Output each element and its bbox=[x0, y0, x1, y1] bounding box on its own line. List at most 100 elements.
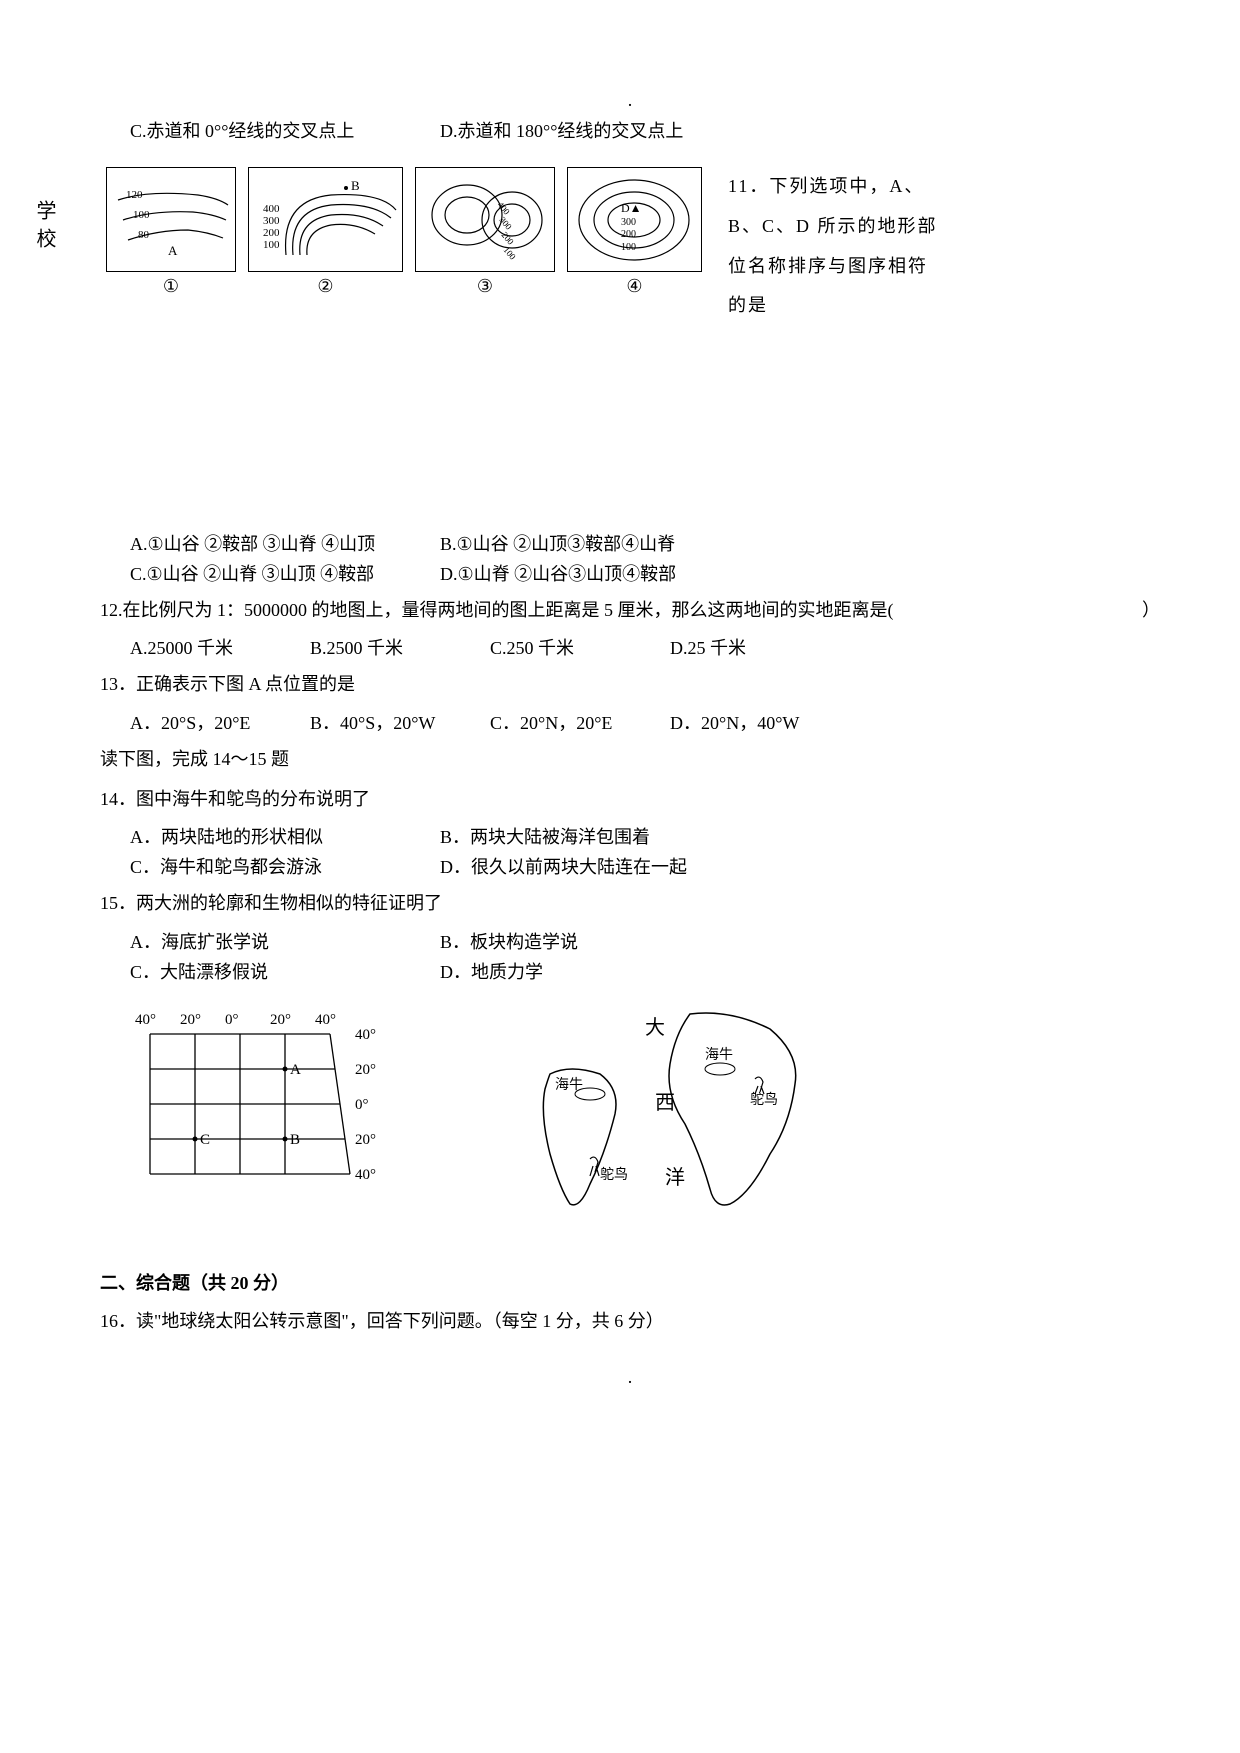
grid-svg: 40° 20° 0° 20° 40° 40° 20° bbox=[130, 1004, 390, 1204]
svg-text:300: 300 bbox=[621, 217, 636, 228]
svg-text:西: 西 bbox=[655, 1092, 675, 1114]
svg-text:B: B bbox=[290, 1132, 300, 1148]
svg-text:100: 100 bbox=[133, 209, 150, 221]
q10-options-cd: C.赤道和 0°°经线的交叉点上 D.赤道和 180°°经线的交叉点上 bbox=[100, 115, 1160, 147]
diagram-1: 120 100 80 A bbox=[106, 167, 236, 272]
diagram-3-label: ③ bbox=[409, 276, 561, 297]
diagram-3-wrapper: 400 300 200 100 ③ bbox=[409, 167, 561, 297]
svg-text:120: 120 bbox=[126, 189, 143, 201]
continent-svg: 大 西 洋 海牛 海牛 鸵鸟 鸵鸟 bbox=[490, 1004, 830, 1224]
contour-4-svg: D▲ 300 200 100 bbox=[569, 170, 700, 270]
svg-text:C: C bbox=[200, 1132, 210, 1148]
q10-opt-c: C.赤道和 0°°经线的交叉点上 bbox=[130, 115, 440, 147]
q10-opt-d: D.赤道和 180°°经线的交叉点上 bbox=[440, 115, 683, 147]
svg-text:鸵鸟: 鸵鸟 bbox=[600, 1166, 628, 1183]
svg-text:40°: 40° bbox=[355, 1027, 376, 1043]
diagram-4-label: ④ bbox=[561, 276, 708, 297]
svg-text:A: A bbox=[290, 1062, 301, 1078]
q13-opt-c: C．20°N，20°E bbox=[490, 709, 670, 735]
q15-options-cd: C．大陆漂移假说 D．地质力学 bbox=[100, 958, 1160, 984]
q12-stem-row: 12.在比例尺为 1：5000000 的地图上，量得两地间的图上距离是 5 厘米… bbox=[100, 594, 1160, 626]
q11-stem: 11．下列选项中，A、B、C、D 所示的地形部位名称排序与图序相符的是 bbox=[728, 167, 938, 325]
svg-text:20°: 20° bbox=[355, 1132, 376, 1148]
svg-text:海牛: 海牛 bbox=[555, 1077, 583, 1093]
q11-opt-b: B.①山谷 ②山顶③鞍部④山脊 bbox=[440, 530, 675, 556]
grid-figure: 40° 20° 0° 20° 40° 40° 20° bbox=[130, 1004, 390, 1229]
q11-diagram-row: 120 100 80 A ① 400 300 200 100 B ② bbox=[100, 167, 1160, 325]
lower-figures-row: 40° 20° 0° 20° 40° 40° 20° bbox=[130, 1004, 1160, 1229]
q12-paren: ） bbox=[1142, 594, 1160, 626]
svg-text:100: 100 bbox=[621, 242, 636, 253]
q16-stem: 16．读"地球绕太阳公转示意图"，回答下列问题。（每空 1 分，共 6 分） bbox=[100, 1305, 1160, 1337]
svg-text:80: 80 bbox=[138, 229, 150, 241]
svg-text:300: 300 bbox=[497, 215, 514, 232]
bottom-dot: . bbox=[100, 1367, 1160, 1388]
q14-options-ab: A．两块陆地的形状相似 B．两块大陆被海洋包围着 bbox=[100, 823, 1160, 849]
q15-opt-a: A．海底扩张学说 bbox=[130, 928, 440, 954]
svg-text:200: 200 bbox=[621, 229, 636, 240]
diagram-1-wrapper: 120 100 80 A ① bbox=[100, 167, 242, 297]
q15-opt-c: C．大陆漂移假说 bbox=[130, 958, 440, 984]
diagram-2-wrapper: 400 300 200 100 B ② bbox=[242, 167, 409, 297]
svg-text:洋: 洋 bbox=[665, 1166, 685, 1189]
q14-stem: 14．图中海牛和鸵鸟的分布说明了 bbox=[100, 783, 1160, 815]
svg-text:100: 100 bbox=[263, 239, 280, 251]
svg-text:B: B bbox=[351, 178, 360, 193]
top-dot: . bbox=[100, 90, 1160, 111]
q12-stem: 12.在比例尺为 1：5000000 的地图上，量得两地间的图上距离是 5 厘米… bbox=[100, 594, 894, 626]
contour-3-svg: 400 300 200 100 bbox=[417, 170, 553, 270]
q14-opt-a: A．两块陆地的形状相似 bbox=[130, 823, 440, 849]
q13-stem: 13．正确表示下图 A 点位置的是 bbox=[100, 668, 1160, 700]
svg-text:A: A bbox=[168, 243, 178, 258]
q13-opt-b: B．40°S，20°W bbox=[310, 709, 490, 735]
svg-text:20°: 20° bbox=[180, 1012, 201, 1028]
contour-2-svg: 400 300 200 100 B bbox=[251, 170, 401, 270]
svg-text:D▲: D▲ bbox=[621, 201, 642, 215]
q15-options-ab: A．海底扩张学说 B．板块构造学说 bbox=[100, 928, 1160, 954]
q11-opt-c: C.①山谷 ②山脊 ③山顶 ④鞍部 bbox=[130, 560, 440, 586]
svg-text:40°: 40° bbox=[135, 1012, 156, 1028]
q11-options-ab: A.①山谷 ②鞍部 ③山脊 ④山顶 B.①山谷 ②山顶③鞍部④山脊 bbox=[100, 530, 1160, 556]
q14-opt-c: C．海牛和鸵鸟都会游泳 bbox=[130, 853, 440, 879]
school-vertical-label: 学校 bbox=[30, 200, 59, 256]
svg-text:400: 400 bbox=[263, 203, 280, 215]
q13-opt-d: D．20°N，40°W bbox=[670, 709, 850, 735]
q13-options: A．20°S，20°E B．40°S，20°W C．20°N，20°E D．20… bbox=[100, 709, 1160, 735]
q11-options-cd: C.①山谷 ②山脊 ③山顶 ④鞍部 D.①山脊 ②山谷③山顶④鞍部 bbox=[100, 560, 1160, 586]
svg-text:400: 400 bbox=[495, 200, 512, 217]
diagram-3: 400 300 200 100 bbox=[415, 167, 555, 272]
svg-text:40°: 40° bbox=[355, 1167, 376, 1183]
svg-text:20°: 20° bbox=[355, 1062, 376, 1078]
svg-text:大: 大 bbox=[645, 1016, 665, 1039]
q12-opt-b: B.2500 千米 bbox=[310, 634, 490, 660]
diagram-2: 400 300 200 100 B bbox=[248, 167, 403, 272]
svg-text:海牛: 海牛 bbox=[705, 1047, 733, 1063]
q12-opt-c: C.250 千米 bbox=[490, 634, 670, 660]
svg-text:20°: 20° bbox=[270, 1012, 291, 1028]
read-note: 读下图，完成 14～15 题 bbox=[100, 743, 1160, 775]
q14-opt-b: B．两块大陆被海洋包围着 bbox=[440, 823, 650, 849]
svg-text:0°: 0° bbox=[355, 1097, 369, 1113]
q15-opt-d: D．地质力学 bbox=[440, 958, 543, 984]
diagram-4-wrapper: D▲ 300 200 100 ④ bbox=[561, 167, 708, 297]
svg-text:0°: 0° bbox=[225, 1012, 239, 1028]
q12-opt-a: A.25000 千米 bbox=[130, 634, 310, 660]
q11-opt-a: A.①山谷 ②鞍部 ③山脊 ④山顶 bbox=[130, 530, 440, 556]
q13-opt-a: A．20°S，20°E bbox=[130, 709, 310, 735]
svg-text:200: 200 bbox=[263, 227, 280, 239]
q11-opt-d: D.①山脊 ②山谷③山顶④鞍部 bbox=[440, 560, 676, 586]
continent-figure: 大 西 洋 海牛 海牛 鸵鸟 鸵鸟 bbox=[490, 1004, 830, 1229]
q15-stem: 15．两大洲的轮廓和生物相似的特征证明了 bbox=[100, 887, 1160, 919]
diagram-4: D▲ 300 200 100 bbox=[567, 167, 702, 272]
svg-text:40°: 40° bbox=[315, 1012, 336, 1028]
svg-text:200: 200 bbox=[499, 230, 516, 247]
q12-options: A.25000 千米 B.2500 千米 C.250 千米 D.25 千米 bbox=[100, 634, 1160, 660]
svg-text:300: 300 bbox=[263, 215, 280, 227]
diagram-1-label: ① bbox=[100, 276, 242, 297]
q15-opt-b: B．板块构造学说 bbox=[440, 928, 578, 954]
contour-1-svg: 120 100 80 A bbox=[108, 170, 234, 270]
q14-opt-d: D．很久以前两块大陆连在一起 bbox=[440, 853, 687, 879]
q12-opt-d: D.25 千米 bbox=[670, 634, 850, 660]
diagram-2-label: ② bbox=[242, 276, 409, 297]
q14-options-cd: C．海牛和鸵鸟都会游泳 D．很久以前两块大陆连在一起 bbox=[100, 853, 1160, 879]
